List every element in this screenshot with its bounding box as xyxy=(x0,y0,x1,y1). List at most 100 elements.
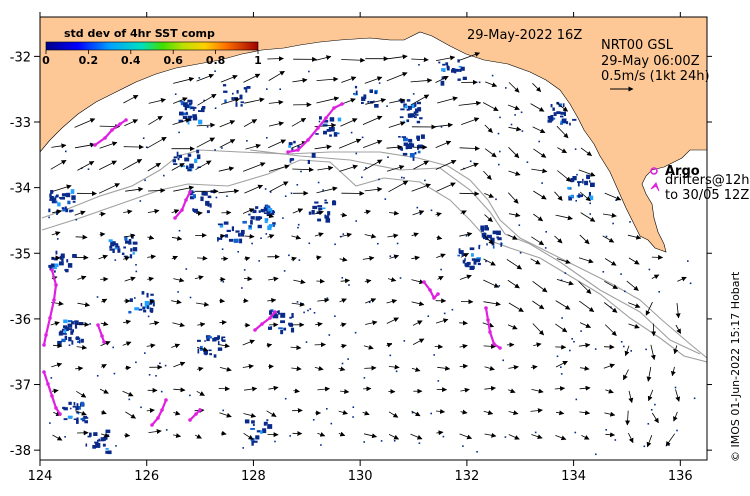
sst-patch xyxy=(250,216,255,220)
sst-patch xyxy=(441,68,446,72)
sst-patch xyxy=(105,448,109,450)
sst-patch xyxy=(190,191,195,193)
sst-patch xyxy=(89,432,92,437)
sst-patch xyxy=(245,87,248,93)
sst-patch xyxy=(424,179,426,182)
sst-patch xyxy=(377,242,379,245)
current-arrow xyxy=(388,210,400,216)
sst-patch xyxy=(102,443,106,447)
sst-patch xyxy=(142,137,145,139)
sst-patch xyxy=(159,362,161,365)
current-arrow xyxy=(219,139,236,148)
sst-patch xyxy=(369,89,373,93)
sst-patch xyxy=(470,265,475,269)
sst-patch xyxy=(180,101,184,106)
sst-patch xyxy=(553,112,557,116)
sst-patch xyxy=(453,68,457,74)
sst-patch xyxy=(514,114,516,116)
sst-patch xyxy=(52,197,57,201)
current-arrow xyxy=(484,432,497,438)
sst-patch xyxy=(93,432,98,436)
sst-patch xyxy=(484,225,488,228)
y-tick-label: -34 xyxy=(10,182,31,197)
sst-patch xyxy=(114,242,117,246)
sst-patch xyxy=(614,439,617,441)
sst-patch xyxy=(184,157,190,162)
sst-patch xyxy=(224,99,227,104)
current-arrow xyxy=(290,256,297,262)
current-arrow xyxy=(171,255,178,261)
drifter-fix xyxy=(93,143,97,147)
current-arrow xyxy=(291,366,302,372)
current-arrow xyxy=(602,212,617,218)
sst-patch xyxy=(355,90,358,95)
current-arrow xyxy=(413,160,429,170)
current-arrow xyxy=(459,363,469,369)
sst-patch xyxy=(75,336,80,340)
current-arrow xyxy=(364,365,377,371)
sst-patch xyxy=(521,130,524,132)
sst-patch xyxy=(330,126,334,130)
sst-patch xyxy=(59,261,64,266)
argo-legend-label: Argo xyxy=(665,164,700,179)
sst-patch xyxy=(198,110,203,112)
sst-patch xyxy=(264,218,268,224)
sst-patch xyxy=(129,298,133,302)
current-arrow xyxy=(267,297,277,303)
sst-patch xyxy=(243,87,247,90)
sst-patch xyxy=(297,226,299,229)
current-arrow xyxy=(386,342,393,348)
sst-patch xyxy=(262,428,267,434)
sst-patch xyxy=(105,450,108,454)
current-arrow xyxy=(290,345,302,351)
sst-patch xyxy=(380,440,383,442)
sst-patch xyxy=(274,440,276,443)
current-arrow xyxy=(624,345,630,357)
current-arrow xyxy=(604,411,616,417)
sst-patch xyxy=(68,328,73,331)
sst-patch xyxy=(155,375,157,377)
land-mass xyxy=(40,17,707,253)
current-arrow xyxy=(99,231,106,237)
current-arrow xyxy=(554,191,563,201)
current-arrow xyxy=(99,160,117,170)
sst-patch xyxy=(689,282,692,285)
sst-patch xyxy=(240,104,243,107)
sst-patch xyxy=(192,109,195,111)
sst-patch xyxy=(378,82,381,84)
sst-patch xyxy=(89,323,91,325)
sst-patch xyxy=(236,90,239,94)
current-arrow xyxy=(172,322,185,328)
sst-patch xyxy=(308,211,312,215)
sst-patch xyxy=(545,231,547,233)
sst-patch xyxy=(78,322,84,326)
sst-patch xyxy=(223,90,228,93)
sst-patch xyxy=(177,291,179,293)
sst-patch xyxy=(174,93,177,95)
drifter-fix xyxy=(54,283,58,287)
sst-patch xyxy=(267,225,272,231)
sst-patch xyxy=(547,115,552,119)
current-arrow xyxy=(266,343,273,348)
current-arrow xyxy=(508,410,519,416)
sst-patch xyxy=(260,237,262,239)
current-arrow xyxy=(507,234,518,240)
sst-patch xyxy=(265,233,268,235)
current-arrow xyxy=(602,235,615,243)
sst-patch xyxy=(144,352,146,354)
current-arrow xyxy=(410,433,423,440)
current-arrow xyxy=(388,411,399,418)
sst-patch xyxy=(76,411,79,414)
sst-patch xyxy=(473,260,477,265)
current-arrow xyxy=(482,102,499,112)
current-arrow xyxy=(124,432,131,438)
current-arrow xyxy=(436,182,456,192)
sst-patch xyxy=(288,322,293,326)
sst-patch xyxy=(264,188,267,190)
sst-patch xyxy=(242,220,247,224)
sst-patch xyxy=(499,116,501,119)
sst-patch xyxy=(65,208,69,213)
current-arrow xyxy=(171,343,181,349)
current-arrow xyxy=(580,147,593,157)
current-arrow xyxy=(100,364,107,369)
